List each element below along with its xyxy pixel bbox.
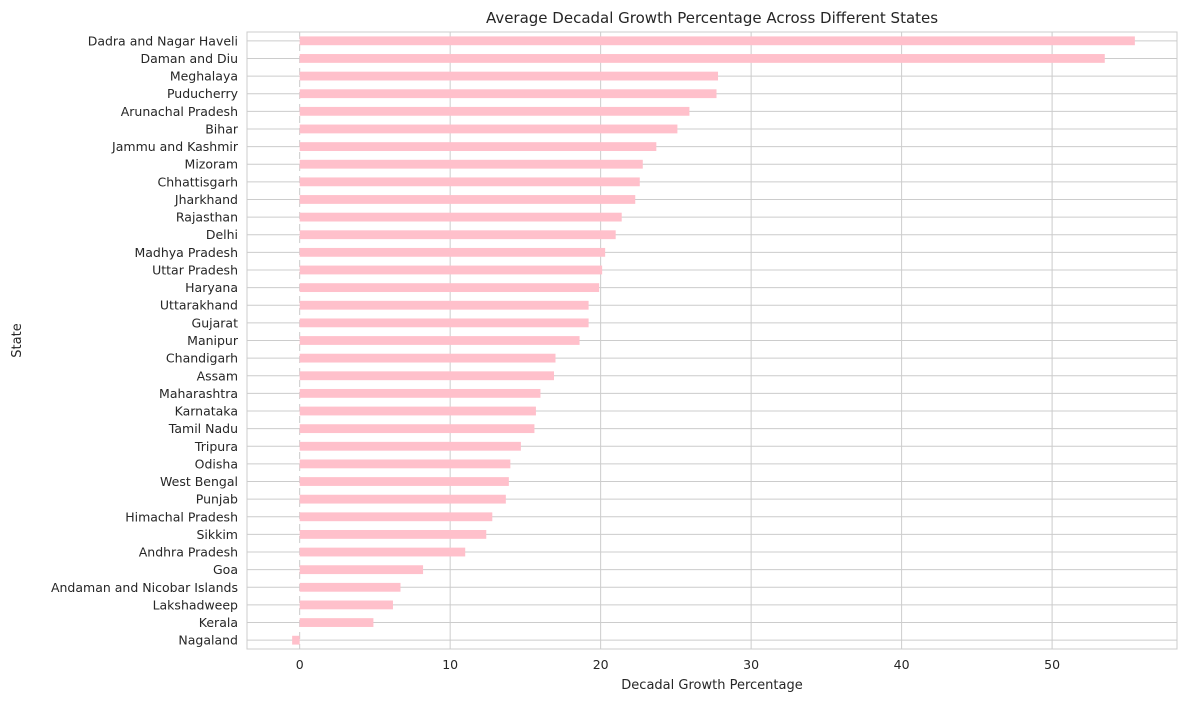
bar xyxy=(299,159,643,169)
bar xyxy=(299,441,521,451)
bar xyxy=(299,388,541,398)
y-tick-label: Tamil Nadu xyxy=(168,421,238,436)
y-tick-label: Uttarakhand xyxy=(160,298,238,313)
bar xyxy=(299,618,374,627)
bar xyxy=(299,512,493,522)
y-tick-label: Punjab xyxy=(196,492,238,507)
x-tick-label: 40 xyxy=(894,657,910,672)
y-tick-label: Mizoram xyxy=(185,157,238,172)
bar xyxy=(299,582,401,592)
y-tick-label: Himachal Pradesh xyxy=(125,509,238,524)
x-tick-label: 50 xyxy=(1044,657,1060,672)
y-tick-label: Tripura xyxy=(194,439,238,454)
bar xyxy=(299,89,717,99)
y-tick-label: Kerala xyxy=(199,615,238,630)
bar xyxy=(299,371,554,381)
bar xyxy=(299,494,506,504)
bar xyxy=(299,565,424,575)
y-tick-label: Rajasthan xyxy=(176,210,238,225)
y-tick-label: Nagaland xyxy=(178,633,238,648)
y-tick-label: Delhi xyxy=(206,227,238,242)
y-tick-label: Lakshadweep xyxy=(153,597,238,612)
y-tick-label: Puducherry xyxy=(167,86,239,101)
bar xyxy=(299,54,1105,63)
bar xyxy=(299,530,487,539)
y-tick-label: Chhattisgarh xyxy=(158,174,238,189)
bar xyxy=(299,212,622,222)
y-tick-label: Gujarat xyxy=(192,315,239,330)
bar xyxy=(299,142,657,151)
bar xyxy=(299,600,393,610)
y-tick-label: Haryana xyxy=(185,280,238,295)
x-tick-label: 10 xyxy=(442,657,458,672)
bar xyxy=(299,265,603,275)
bar xyxy=(299,230,616,240)
y-tick-label: Odisha xyxy=(195,456,238,471)
bar xyxy=(299,547,466,557)
y-tick-label: Meghalaya xyxy=(170,69,238,84)
bar xyxy=(299,459,511,469)
y-tick-label: Karnataka xyxy=(175,404,238,419)
bar xyxy=(292,635,300,645)
bar xyxy=(299,336,580,345)
x-tick-labels: 0 10 20 30 40 50 xyxy=(296,657,1060,672)
x-tick-label: 30 xyxy=(743,657,759,672)
x-tick-label: 20 xyxy=(593,657,609,672)
y-tick-label: Andhra Pradesh xyxy=(139,545,238,560)
bar xyxy=(299,36,1135,46)
bar xyxy=(299,71,719,81)
chart-title: Average Decadal Growth Percentage Across… xyxy=(486,9,938,27)
y-tick-label: Manipur xyxy=(187,333,239,348)
bar xyxy=(299,477,509,486)
y-tick-label: Maharashtra xyxy=(159,386,238,401)
bar xyxy=(299,406,536,416)
bar xyxy=(299,424,535,434)
y-tick-label: Sikkim xyxy=(196,527,238,542)
bar xyxy=(299,318,589,328)
x-tick-label: 0 xyxy=(296,657,304,672)
y-tick-label: Jammu and Kashmir xyxy=(111,139,239,154)
y-tick-label: Goa xyxy=(213,562,238,577)
y-axis-label: State xyxy=(10,323,25,357)
y-tick-label: Arunachal Pradesh xyxy=(121,104,238,119)
y-tick-label: Madhya Pradesh xyxy=(134,245,238,260)
x-axis-label: Decadal Growth Percentage xyxy=(621,678,802,693)
y-tick-label: Bihar xyxy=(205,121,239,136)
bar xyxy=(299,283,600,293)
y-tick-label: Uttar Pradesh xyxy=(152,262,238,277)
bar xyxy=(299,300,589,310)
bar xyxy=(299,353,556,363)
y-tick-label: Jharkhand xyxy=(174,192,238,207)
y-tick-label: Chandigarh xyxy=(166,351,238,366)
plot-frame xyxy=(246,31,1178,650)
bar xyxy=(299,177,640,187)
bar xyxy=(299,247,606,257)
bar xyxy=(299,106,690,116)
y-tick-label: Dadra and Nagar Haveli xyxy=(88,33,238,48)
y-tick-label: Daman and Diu xyxy=(140,51,238,66)
y-tick-labels: Dadra and Nagar Haveli Daman and Diu Megha… xyxy=(51,33,239,647)
y-tick-label: West Bengal xyxy=(160,474,238,489)
bar-layer xyxy=(292,36,1135,645)
bar xyxy=(299,124,678,134)
bar xyxy=(299,195,636,204)
y-tick-label: Assam xyxy=(197,368,238,383)
y-tick-label: Andaman and Nicobar Islands xyxy=(51,580,238,595)
